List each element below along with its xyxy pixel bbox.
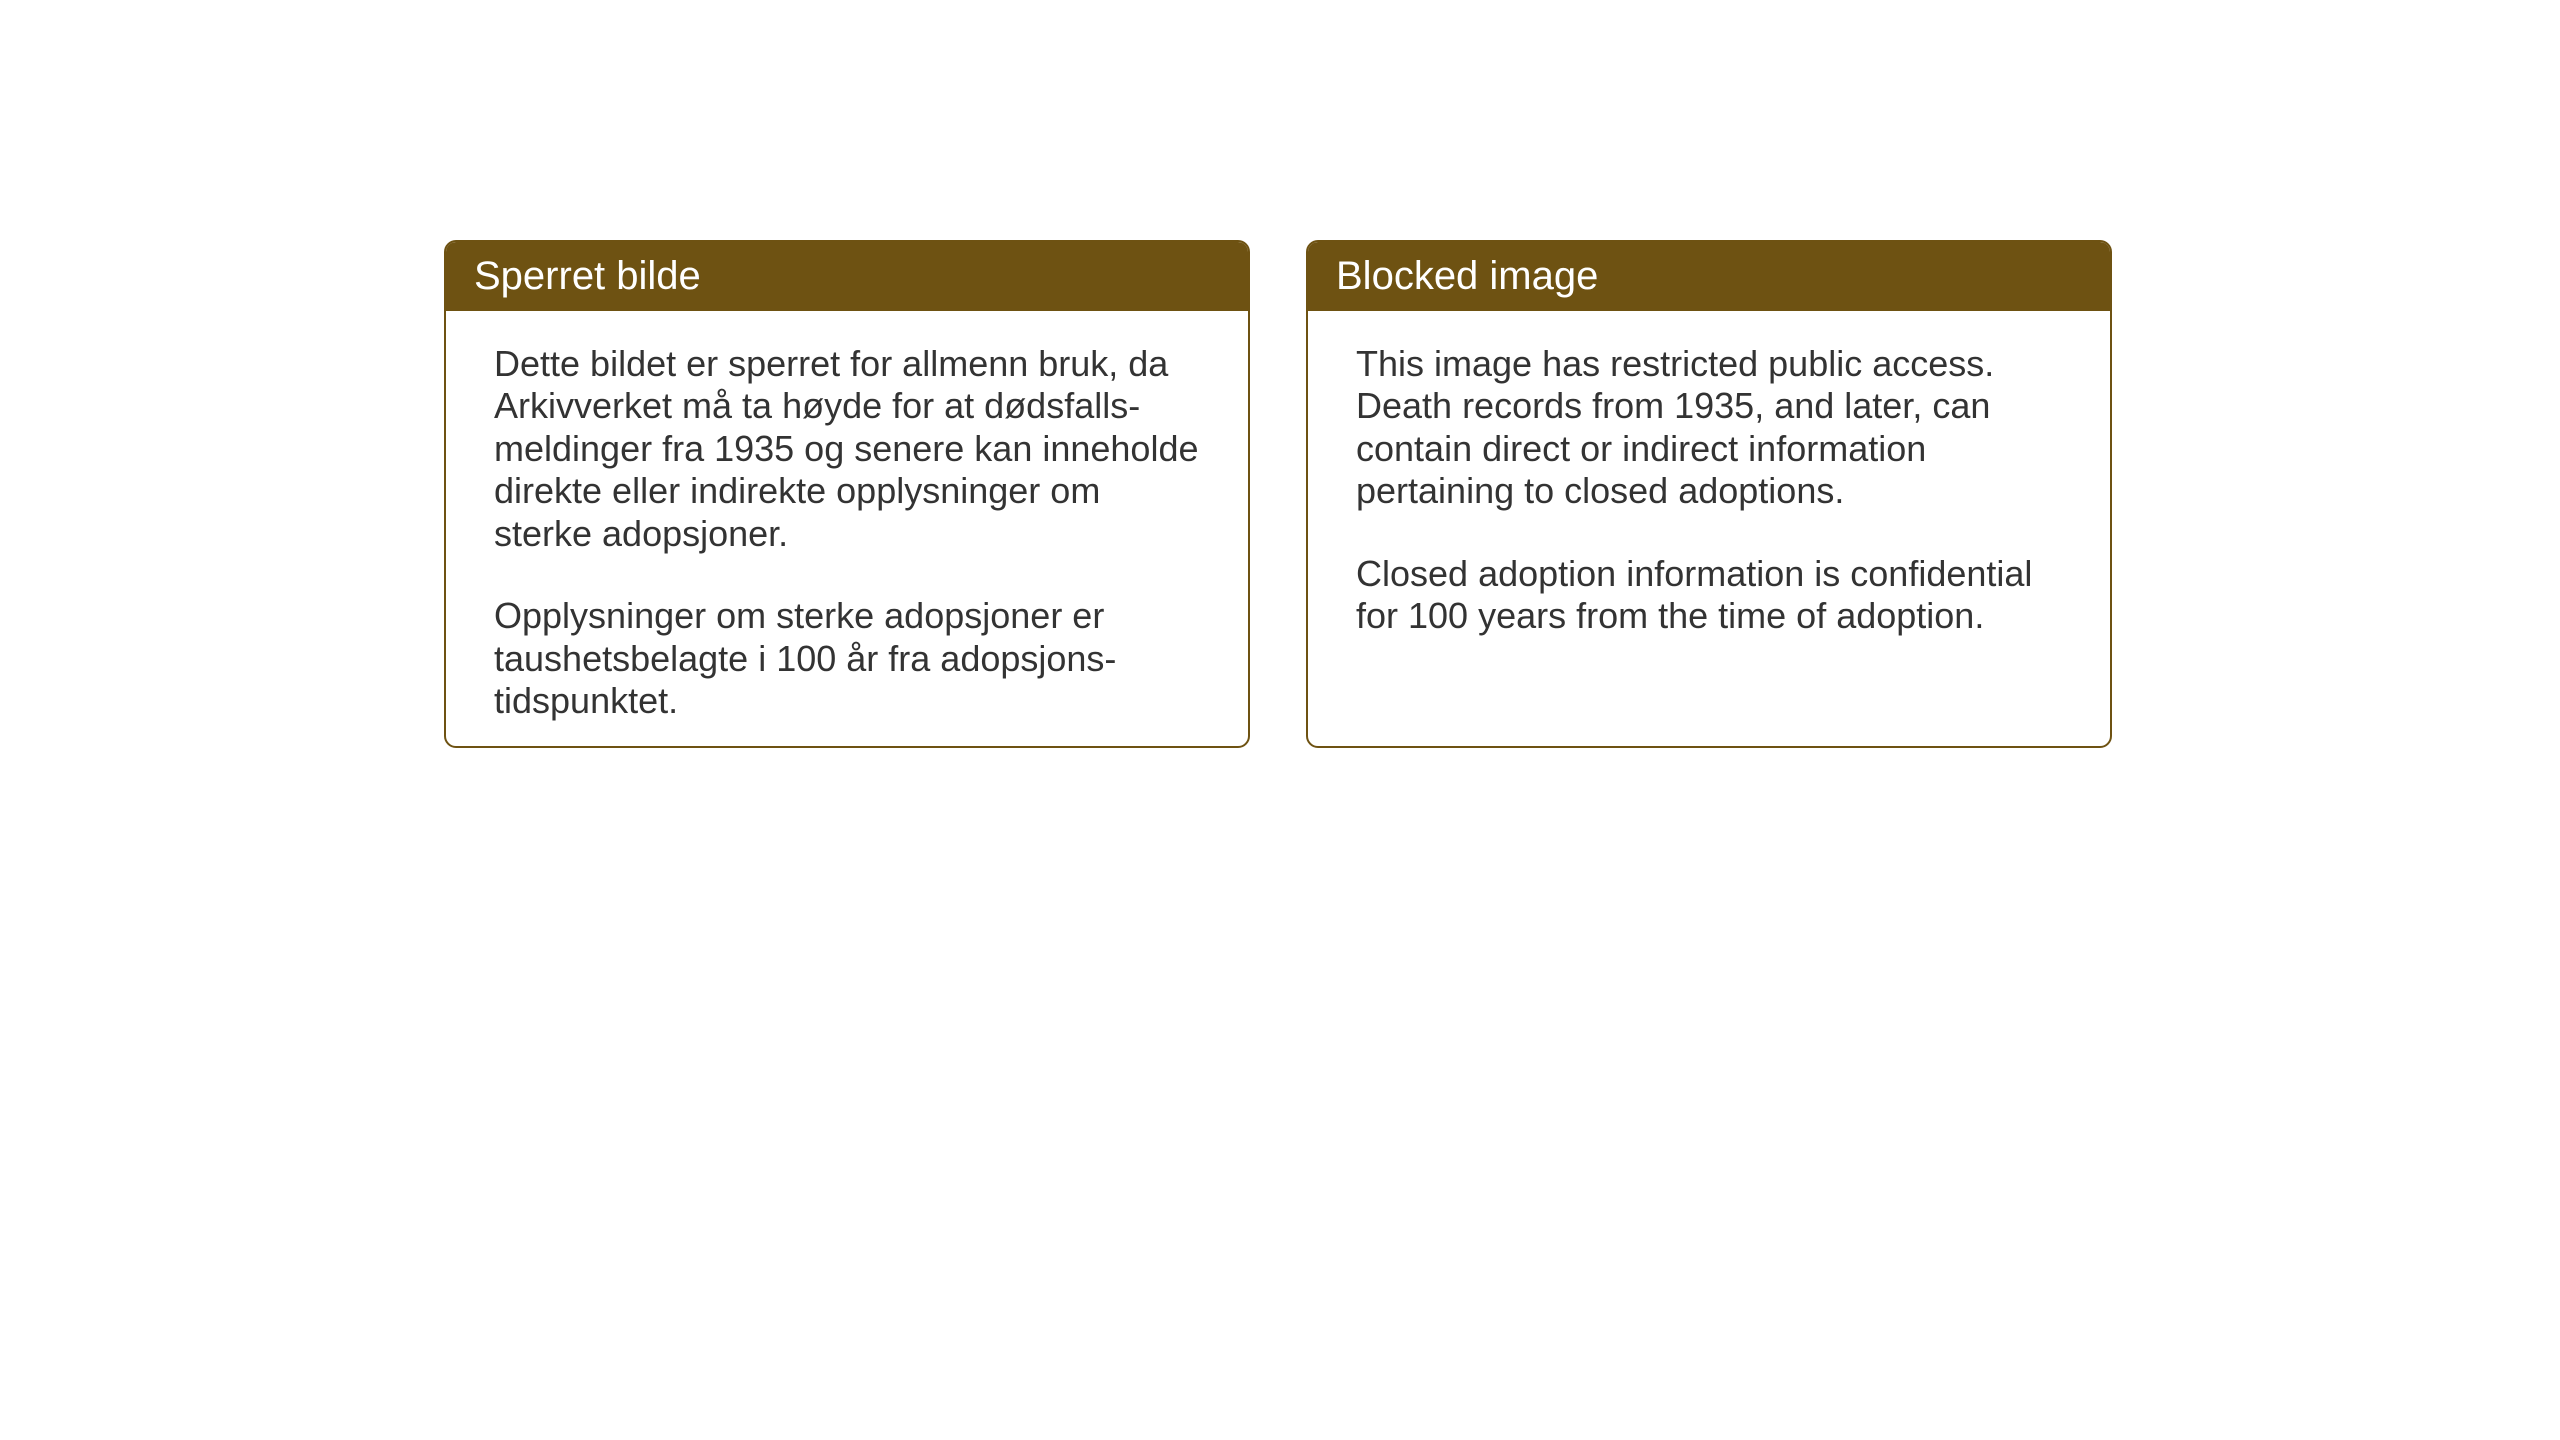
english-notice-card: Blocked image This image has restricted …: [1306, 240, 2112, 748]
norwegian-paragraph-2: Opplysninger om sterke adopsjoner er tau…: [494, 595, 1200, 722]
notice-container: Sperret bilde Dette bildet er sperret fo…: [444, 240, 2112, 748]
norwegian-paragraph-1: Dette bildet er sperret for allmenn bruk…: [494, 343, 1200, 555]
norwegian-card-body: Dette bildet er sperret for allmenn bruk…: [446, 311, 1248, 748]
norwegian-card-title: Sperret bilde: [446, 242, 1248, 311]
english-paragraph-2: Closed adoption information is confident…: [1356, 553, 2062, 638]
english-paragraph-1: This image has restricted public access.…: [1356, 343, 2062, 513]
norwegian-notice-card: Sperret bilde Dette bildet er sperret fo…: [444, 240, 1250, 748]
english-card-body: This image has restricted public access.…: [1308, 311, 2110, 670]
english-card-title: Blocked image: [1308, 242, 2110, 311]
